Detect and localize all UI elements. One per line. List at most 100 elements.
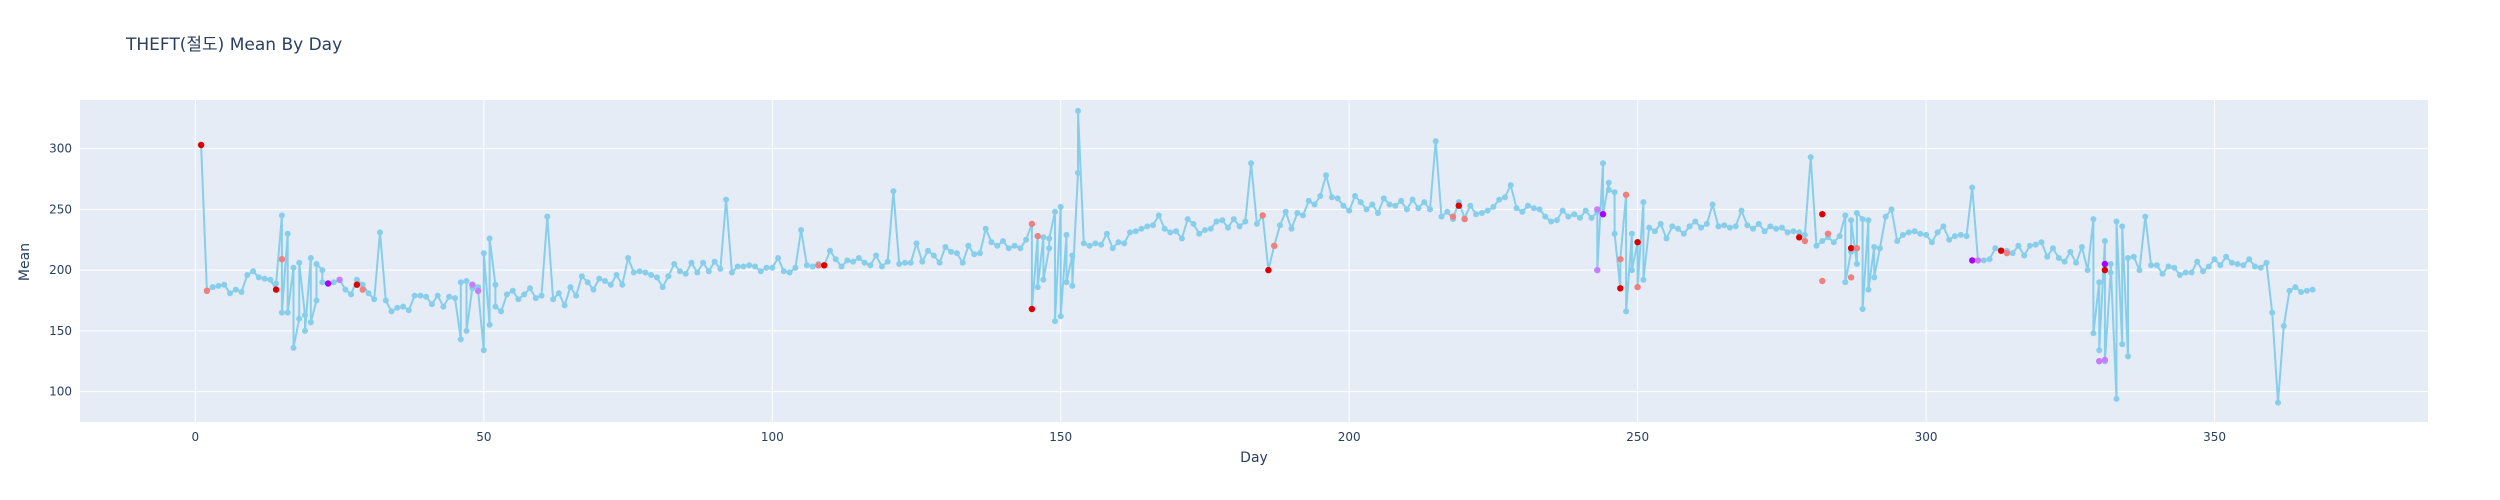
data-point[interactable] [452,295,458,302]
data-point[interactable] [209,284,216,291]
data-point[interactable] [527,285,533,292]
data-point[interactable] [884,258,891,265]
data-point[interactable] [1352,193,1358,199]
data-point[interactable] [1046,235,1053,242]
data-point[interactable] [440,303,447,310]
data-point[interactable] [1611,230,1618,237]
data-point[interactable] [1859,306,1866,312]
data-point[interactable] [959,259,966,266]
data-point[interactable] [1605,179,1612,186]
data-point[interactable] [896,261,903,267]
data-point[interactable] [1600,160,1606,167]
data-point[interactable] [1300,212,1306,219]
data-point[interactable] [746,262,753,269]
data-point[interactable] [2015,242,2022,249]
data-point[interactable] [1496,196,1503,203]
data-point[interactable] [486,235,493,242]
data-point[interactable] [2275,399,2281,406]
data-point[interactable] [307,255,314,261]
highlight-point[interactable] [1455,202,1463,209]
data-point[interactable] [2263,259,2270,266]
data-point[interactable] [1980,257,1987,264]
data-point[interactable] [636,268,643,275]
data-point[interactable] [1127,229,1133,236]
data-point[interactable] [752,263,758,270]
data-point[interactable] [1282,208,1289,215]
data-point[interactable] [330,279,337,286]
data-point[interactable] [1196,230,1203,237]
data-point[interactable] [1000,238,1006,244]
data-point[interactable] [1121,240,1128,247]
data-point[interactable] [2113,395,2120,402]
data-point[interactable] [1738,207,1745,214]
highlight-point[interactable] [469,281,476,288]
data-point[interactable] [503,291,510,298]
data-point[interactable] [1744,222,1751,229]
data-point[interactable] [232,286,239,293]
highlight-point[interactable] [197,141,205,149]
data-point[interactable] [1657,220,1664,227]
data-point[interactable] [1605,186,1612,193]
data-point[interactable] [1686,223,1693,230]
data-point[interactable] [498,308,505,315]
data-point[interactable] [284,309,291,316]
data-point[interactable] [590,286,597,293]
data-point[interactable] [1328,194,1335,201]
data-point[interactable] [1611,189,1618,196]
data-point[interactable] [2159,270,2166,277]
data-point[interactable] [665,273,672,280]
data-point[interactable] [763,264,770,271]
data-point[interactable] [1473,211,1480,218]
data-point[interactable] [1773,225,1780,232]
data-point[interactable] [2176,272,2183,278]
data-point[interactable] [261,275,268,282]
data-point[interactable] [1876,245,1883,252]
data-point[interactable] [873,252,880,259]
data-point[interactable] [1069,282,1076,289]
data-point[interactable] [319,279,326,286]
data-point[interactable] [1277,222,1283,229]
data-point[interactable] [1790,228,1797,235]
data-point[interactable] [913,240,920,247]
data-point[interactable] [1190,220,1197,227]
data-point[interactable] [659,284,666,291]
data-point[interactable] [925,247,931,254]
highlight-point[interactable] [1974,257,1982,264]
data-point[interactable] [786,269,793,276]
data-point[interactable] [653,274,660,281]
highlight-point[interactable] [2101,356,2109,364]
highlight-point[interactable] [1997,247,2005,254]
data-point[interactable] [1207,225,1214,232]
data-point[interactable] [1519,208,1526,215]
data-point[interactable] [2096,279,2103,286]
data-point[interactable] [486,321,493,328]
data-point[interactable] [642,269,649,276]
data-point[interactable] [977,250,983,257]
highlight-point[interactable] [1634,283,1641,291]
data-point[interactable] [1011,242,1018,249]
data-point[interactable] [1444,208,1451,215]
data-point[interactable] [919,258,926,265]
data-point[interactable] [1963,233,1970,240]
data-point[interactable] [371,296,378,303]
data-point[interactable] [1380,195,1387,202]
data-point[interactable] [1334,195,1341,202]
data-point[interactable] [700,259,707,266]
data-point[interactable] [2246,256,2253,263]
data-point[interactable] [2309,286,2316,293]
highlight-point[interactable] [1594,206,1601,213]
data-point[interactable] [1853,210,1860,216]
data-point[interactable] [2090,330,2097,337]
data-point[interactable] [1761,228,1768,235]
data-point[interactable] [844,257,851,264]
data-point[interactable] [1346,207,1353,214]
data-point[interactable] [480,250,487,257]
data-point[interactable] [221,281,228,288]
data-point[interactable] [1530,205,1537,212]
data-point[interactable] [1040,234,1047,241]
data-point[interactable] [584,279,591,286]
data-point[interactable] [613,272,620,278]
data-point[interactable] [2234,261,2241,267]
highlight-point[interactable] [1819,277,1826,285]
data-point[interactable] [1357,199,1364,206]
